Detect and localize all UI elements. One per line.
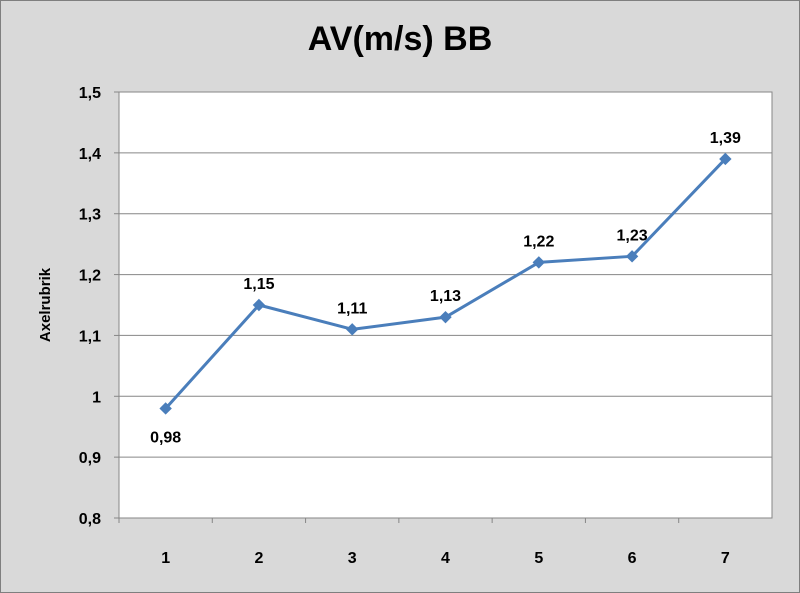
data-label: 1,23	[617, 227, 648, 244]
series-markers	[159, 152, 732, 415]
y-tick-labels: 0,8 0,9 1 1,1 1,2 1,3 1,4 1,5	[79, 85, 101, 528]
y-axis-title: Axelrubrik	[37, 267, 54, 342]
data-point-marker	[532, 256, 545, 269]
data-point-marker	[159, 402, 172, 415]
y-tick-label: 1,2	[79, 268, 101, 285]
x-tick-label: 7	[721, 550, 730, 567]
x-tick-label: 1	[161, 550, 170, 567]
data-label: 0,98	[150, 429, 181, 446]
x-tick-label: 5	[534, 550, 543, 567]
data-label: 1,13	[430, 288, 461, 305]
y-tick-label: 0,8	[79, 511, 101, 528]
data-label: 1,15	[243, 276, 274, 293]
data-label: 1,11	[337, 300, 367, 317]
y-tick-label: 1,3	[79, 207, 101, 224]
y-tick-label: 1,4	[79, 146, 101, 163]
y-tick-label: 0,9	[79, 450, 101, 467]
x-tick-label: 4	[441, 550, 450, 567]
data-label: 1,22	[523, 233, 554, 250]
data-point-marker	[719, 152, 732, 166]
data-labels: 0,98 1,15 1,11 1,13 1,22 1,23 1,39	[150, 130, 741, 447]
data-label: 1,39	[710, 130, 741, 147]
y-tick-label: 1	[92, 389, 101, 406]
y-tick-label: 1,1	[79, 328, 101, 345]
x-tick-label: 3	[348, 550, 357, 567]
gridlines	[114, 91, 772, 523]
chart-title: AV(m/s) BB	[307, 20, 493, 58]
x-tick-label: 2	[254, 550, 263, 567]
x-tick-label: 6	[628, 550, 637, 567]
data-point-marker	[252, 298, 266, 312]
x-tick-labels: 1 2 3 4 5 6 7	[161, 550, 730, 567]
data-point-marker	[625, 250, 639, 263]
y-tick-label: 1,5	[79, 85, 101, 102]
data-point-marker	[439, 310, 452, 324]
data-point-marker	[346, 323, 359, 336]
